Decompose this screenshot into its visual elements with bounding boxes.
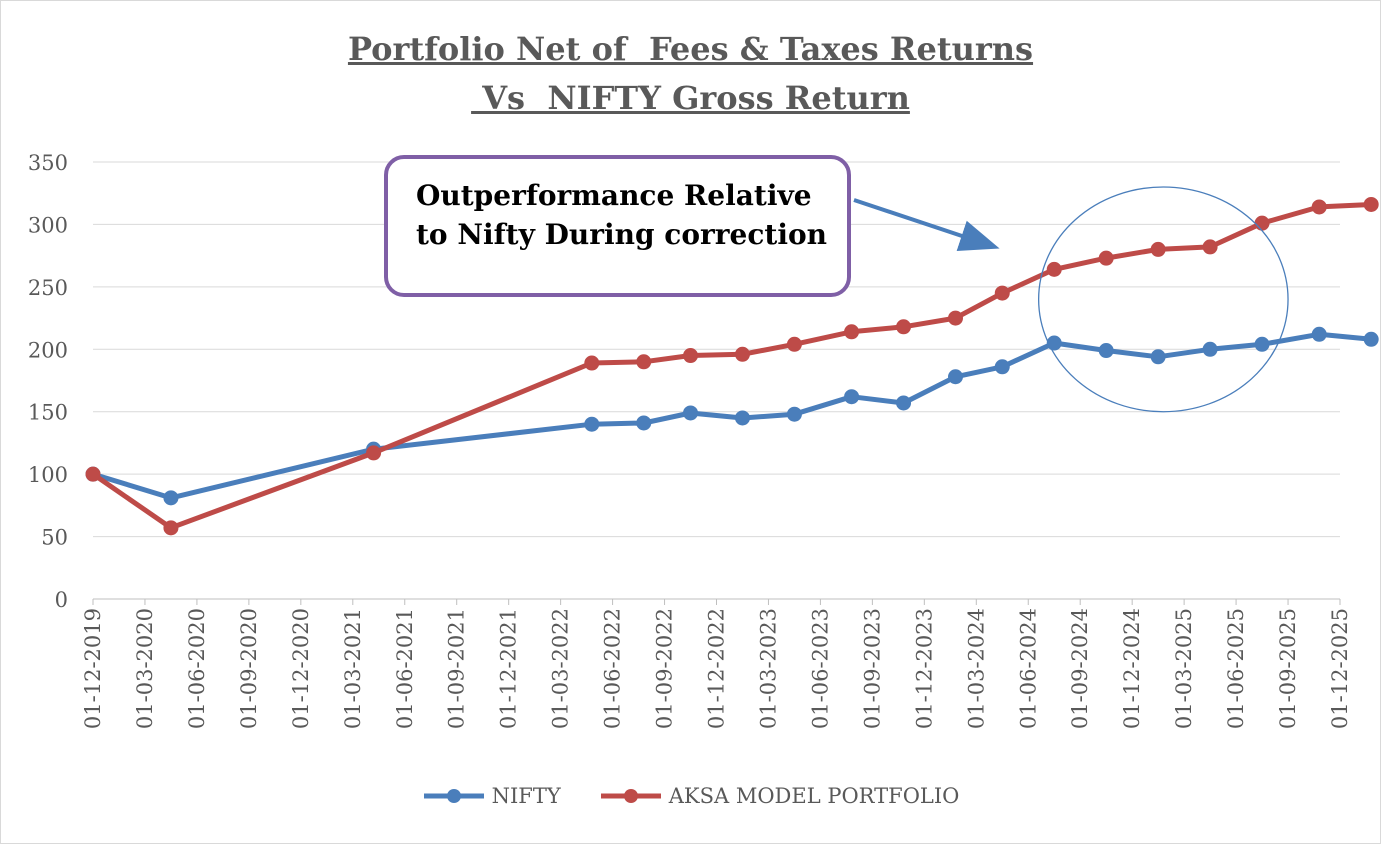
y-tick-label: 0 — [55, 588, 68, 612]
x-tick-label: 01-12-2022 — [705, 608, 729, 729]
data-point-aksa — [896, 319, 912, 335]
x-tick-label: 01-12-2019 — [81, 608, 105, 729]
legend-item-aksa: AKSA MODEL PORTFOLIO — [599, 784, 960, 808]
data-point-aksa — [1202, 239, 1218, 255]
x-tick-label: 01-12-2021 — [497, 608, 521, 729]
x-tick-label: 01-03-2024 — [964, 608, 988, 729]
data-point-nifty — [786, 406, 802, 422]
data-point-nifty — [734, 410, 750, 426]
data-point-aksa — [683, 348, 699, 364]
data-point-aksa — [994, 285, 1010, 301]
y-tick-label: 200 — [28, 338, 68, 362]
data-point-aksa — [1363, 196, 1379, 212]
x-tick-label: 01-06-2023 — [808, 608, 832, 729]
callout-box — [384, 155, 851, 297]
x-tick-label: 01-12-2020 — [289, 608, 313, 729]
chart-title-line-1: Portfolio Net of Fees & Taxes Returns — [347, 30, 1034, 68]
data-point-aksa — [584, 355, 600, 371]
data-point-nifty — [163, 490, 179, 506]
x-tick-label: 01-06-2021 — [393, 608, 417, 729]
x-tick-label: 01-03-2021 — [341, 608, 365, 729]
x-tick-label: 01-09-2020 — [237, 608, 261, 729]
chart-title-line-2: Vs NIFTY Gross Return — [471, 79, 910, 117]
data-point-aksa — [1150, 241, 1166, 257]
data-point-aksa — [1311, 199, 1327, 215]
y-tick-label: 250 — [28, 276, 68, 300]
data-point-nifty — [1363, 331, 1379, 347]
data-point-aksa — [1254, 215, 1270, 231]
legend-label: AKSA MODEL PORTFOLIO — [668, 784, 960, 808]
data-point-nifty — [1311, 326, 1327, 342]
data-point-aksa — [1098, 250, 1114, 266]
data-point-nifty — [584, 416, 600, 432]
data-point-aksa — [366, 445, 382, 461]
x-tick-label: 01-12-2025 — [1328, 608, 1352, 729]
callout-text-line-2: to Nifty During correction — [416, 218, 827, 251]
x-tick-label: 01-09-2024 — [1068, 608, 1092, 729]
data-point-aksa — [734, 346, 750, 362]
data-point-aksa — [163, 520, 179, 536]
data-point-nifty — [1098, 343, 1114, 359]
x-tick-label: 01-06-2020 — [185, 608, 209, 729]
data-point-nifty — [948, 369, 964, 385]
data-point-aksa — [85, 466, 101, 482]
legend-item-nifty: NIFTY — [422, 784, 561, 808]
legend-swatch — [423, 789, 484, 803]
x-tick-label: 01-03-2022 — [549, 608, 573, 729]
callout-arrow — [853, 198, 1000, 252]
x-tick-label: 01-03-2020 — [133, 608, 157, 729]
x-tick-label: 01-06-2022 — [601, 608, 625, 729]
legend-label: NIFTY — [491, 784, 561, 808]
data-point-aksa — [844, 324, 860, 340]
data-point-nifty — [1202, 341, 1218, 357]
x-tick-label: 01-06-2024 — [1016, 608, 1040, 729]
x-tick-label: 01-09-2022 — [653, 608, 677, 729]
x-tick-label: 01-12-2024 — [1120, 608, 1144, 729]
y-tick-label: 350 — [28, 151, 68, 175]
legend: NIFTY AKSA MODEL PORTFOLIO — [0, 784, 1381, 808]
data-point-nifty — [1150, 349, 1166, 365]
data-point-aksa — [1046, 261, 1062, 277]
data-point-aksa — [948, 310, 964, 326]
callout-text-line-1: Outperformance Relative — [416, 179, 812, 212]
data-point-nifty — [994, 359, 1010, 375]
x-tick-label: 01-09-2025 — [1276, 608, 1300, 729]
legend-swatch — [600, 789, 661, 803]
y-tick-label: 300 — [28, 213, 68, 237]
y-tick-label: 150 — [28, 401, 68, 425]
x-tick-label: 01-03-2023 — [756, 608, 780, 729]
y-tick-label: 100 — [28, 463, 68, 487]
data-point-nifty — [1046, 335, 1062, 351]
series-line-nifty — [92, 331, 1372, 501]
x-tick-label: 01-09-2021 — [445, 608, 469, 729]
data-point-aksa — [786, 336, 802, 352]
data-point-nifty — [1254, 336, 1270, 352]
y-tick-label: 50 — [41, 526, 68, 550]
data-point-aksa — [636, 354, 652, 370]
highlight-circle — [1037, 186, 1289, 413]
x-tick-label: 01-03-2025 — [1172, 608, 1196, 729]
x-tick-label: 01-09-2023 — [860, 608, 884, 729]
data-point-nifty — [683, 405, 699, 421]
x-tick-label: 01-06-2025 — [1224, 608, 1248, 729]
data-point-nifty — [636, 415, 652, 431]
data-point-nifty — [844, 389, 860, 405]
x-tick-label: 01-12-2023 — [912, 608, 936, 729]
data-point-nifty — [896, 395, 912, 411]
